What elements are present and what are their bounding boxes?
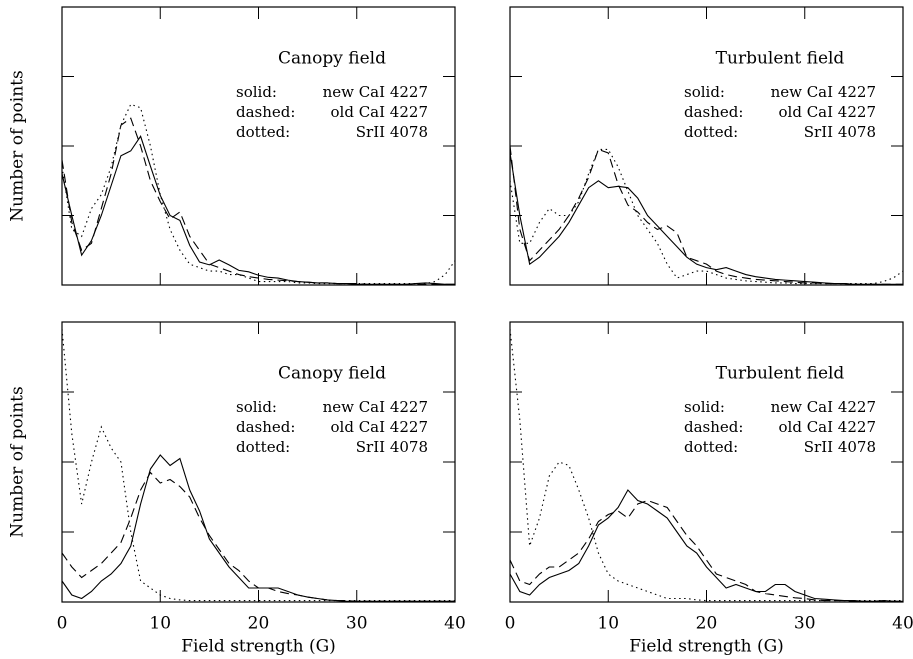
legend-label: SrII 4078	[804, 123, 876, 141]
plot-frame	[61, 6, 456, 286]
x-tick-label: 40	[444, 614, 466, 634]
data-line	[510, 489, 903, 602]
legend-prefix: dashed:	[236, 418, 295, 436]
legend-label: old CaI 4227	[331, 418, 429, 436]
legend-prefix: solid:	[236, 83, 277, 101]
legend-prefix: solid:	[684, 398, 725, 416]
legend-prefix: dashed:	[684, 103, 743, 121]
data-line	[62, 117, 455, 285]
x-axis-label: Field strength (G)	[629, 637, 784, 657]
legend-prefix: dotted:	[236, 438, 290, 456]
x-tick-label: 30	[794, 614, 816, 634]
data-line	[62, 103, 455, 285]
legend-label: old CaI 4227	[331, 103, 429, 121]
panel-title: Canopy field	[278, 364, 386, 384]
panel-title: Turbulent field	[716, 49, 845, 69]
legend-prefix: dashed:	[236, 103, 295, 121]
data-line	[510, 499, 903, 602]
data-line	[62, 135, 455, 285]
x-tick-label: 40	[892, 614, 913, 634]
legend-label: SrII 4078	[356, 438, 428, 456]
legend-prefix: dashed:	[684, 418, 743, 436]
y-axis-label: Number of points	[8, 386, 28, 537]
legend-label: new CaI 4227	[323, 398, 428, 416]
legend-label: new CaI 4227	[771, 83, 876, 101]
legend-label: new CaI 4227	[323, 83, 428, 101]
data-line	[510, 148, 903, 285]
x-tick-label: 0	[505, 614, 516, 634]
x-tick-label: 20	[696, 614, 718, 634]
x-tick-label: 10	[149, 614, 171, 634]
legend-label: old CaI 4227	[779, 418, 877, 436]
legend-label: SrII 4078	[356, 123, 428, 141]
x-tick-label: 0	[57, 614, 68, 634]
data-line	[62, 328, 455, 602]
legend-prefix: dotted:	[684, 123, 738, 141]
data-line	[510, 145, 903, 285]
legend-prefix: solid:	[684, 83, 725, 101]
x-tick-label: 10	[597, 614, 619, 634]
x-tick-label: 30	[346, 614, 368, 634]
legend-prefix: dotted:	[684, 438, 738, 456]
legend-prefix: dotted:	[236, 123, 290, 141]
legend-label: old CaI 4227	[779, 103, 877, 121]
data-line	[62, 454, 455, 602]
legend-label: new CaI 4227	[771, 398, 876, 416]
panel-title: Turbulent field	[716, 364, 845, 384]
panel-title: Canopy field	[278, 49, 386, 69]
x-axis-label: Field strength (G)	[181, 637, 336, 657]
data-line	[510, 328, 903, 602]
legend-label: SrII 4078	[804, 438, 876, 456]
x-tick-label: 20	[248, 614, 270, 634]
legend-prefix: solid:	[236, 398, 277, 416]
data-line	[510, 152, 903, 285]
y-axis-label: Number of points	[8, 70, 28, 221]
data-line	[62, 471, 455, 602]
